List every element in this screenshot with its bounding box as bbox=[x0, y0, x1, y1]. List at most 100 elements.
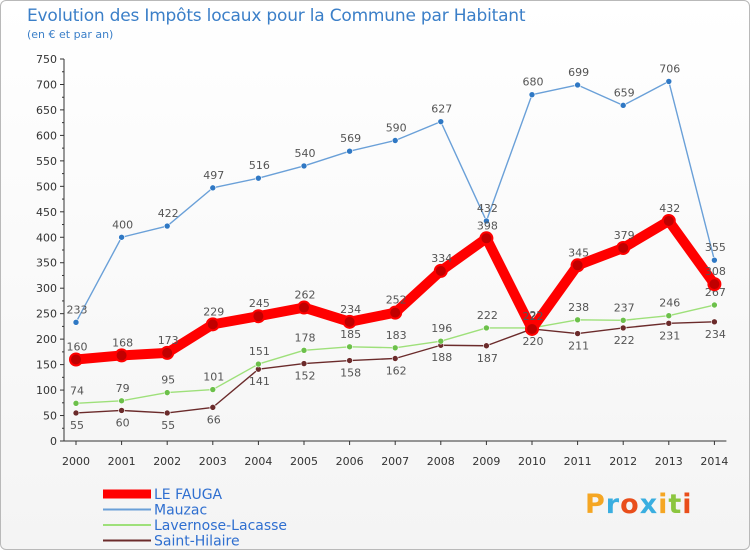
data-point bbox=[163, 222, 171, 230]
data-label: 233 bbox=[67, 303, 88, 316]
y-tick-label: 750 bbox=[36, 53, 57, 66]
data-point bbox=[300, 360, 308, 367]
data-label: 590 bbox=[386, 121, 407, 134]
data-point bbox=[160, 345, 175, 360]
logo-letter: r bbox=[605, 489, 621, 520]
x-tick-label: 2007 bbox=[381, 455, 409, 468]
data-point bbox=[163, 389, 171, 396]
data-label: 706 bbox=[659, 62, 680, 75]
data-point bbox=[388, 305, 403, 320]
logo-letter: i bbox=[682, 489, 693, 520]
data-point bbox=[570, 258, 585, 273]
data-label: 79 bbox=[116, 382, 130, 395]
data-label: 422 bbox=[158, 207, 179, 220]
data-label: 151 bbox=[249, 345, 270, 358]
data-label: 497 bbox=[203, 169, 224, 182]
data-label: 659 bbox=[614, 86, 635, 99]
logo-letter: x bbox=[639, 489, 659, 520]
data-label: 379 bbox=[614, 229, 635, 242]
chart-subtitle: (en € et par an) bbox=[27, 28, 114, 41]
data-point bbox=[342, 314, 357, 329]
x-tick-label: 2010 bbox=[518, 455, 546, 468]
series-line bbox=[75, 80, 716, 324]
series-le-fauga: 160 168 173 229 245 262 234 252 334 398 222 345 379 4… bbox=[67, 202, 726, 367]
data-point bbox=[619, 316, 627, 324]
data-point bbox=[616, 240, 631, 255]
data-label: 222 bbox=[614, 334, 635, 347]
data-label: 540 bbox=[295, 147, 316, 160]
data-label: 245 bbox=[249, 297, 270, 310]
data-point bbox=[574, 81, 581, 89]
data-label: 185 bbox=[340, 328, 361, 341]
data-label: 400 bbox=[112, 218, 133, 231]
data-point bbox=[437, 118, 445, 125]
data-point bbox=[297, 300, 311, 315]
y-tick-label: 600 bbox=[36, 129, 57, 142]
data-label: 432 bbox=[477, 202, 498, 215]
x-tick-label: 2013 bbox=[655, 455, 683, 468]
data-label: 196 bbox=[431, 322, 452, 335]
legend-label: Mauzac bbox=[154, 503, 207, 519]
data-label: 55 bbox=[161, 419, 175, 432]
legend-label: Lavernose-Lacasse bbox=[154, 518, 287, 534]
data-point bbox=[483, 324, 490, 332]
proxiti-logo: Proxiti bbox=[585, 489, 693, 520]
data-point bbox=[711, 256, 718, 264]
data-point bbox=[72, 400, 80, 407]
data-point bbox=[479, 231, 494, 246]
data-point bbox=[209, 404, 217, 411]
data-label: 211 bbox=[568, 340, 589, 353]
data-point bbox=[391, 355, 399, 362]
data-point bbox=[118, 407, 125, 414]
data-point bbox=[483, 342, 490, 350]
data-label: 680 bbox=[523, 76, 544, 89]
data-point bbox=[391, 344, 399, 352]
data-label: 246 bbox=[659, 297, 680, 310]
data-label: 187 bbox=[477, 352, 498, 365]
logo-letter: i bbox=[658, 489, 669, 520]
data-point bbox=[707, 277, 722, 292]
data-label: 168 bbox=[112, 336, 133, 349]
x-tick-label: 2009 bbox=[472, 455, 500, 468]
data-point bbox=[665, 78, 673, 85]
data-point bbox=[574, 330, 581, 337]
data-label: 262 bbox=[295, 289, 316, 302]
data-point bbox=[711, 301, 718, 309]
data-point bbox=[251, 309, 266, 324]
data-label: 158 bbox=[340, 367, 361, 380]
y-tick-label: 0 bbox=[50, 435, 57, 448]
x-tick-label: 2014 bbox=[700, 455, 728, 468]
data-point bbox=[574, 316, 581, 324]
data-label: 188 bbox=[431, 351, 452, 364]
data-label: 398 bbox=[477, 219, 498, 232]
data-point bbox=[346, 147, 353, 155]
data-point bbox=[619, 324, 627, 332]
x-tick-label: 2006 bbox=[336, 455, 364, 468]
data-label: 66 bbox=[207, 413, 221, 426]
data-label: 308 bbox=[705, 265, 726, 278]
data-label: 141 bbox=[249, 375, 270, 388]
data-point bbox=[619, 102, 627, 109]
data-point bbox=[72, 319, 80, 326]
data-point bbox=[661, 213, 676, 228]
data-point bbox=[209, 184, 217, 192]
x-tick-label: 2005 bbox=[290, 455, 318, 468]
data-point bbox=[205, 317, 220, 332]
data-label: 432 bbox=[659, 202, 680, 215]
data-label: 516 bbox=[249, 159, 270, 172]
data-point bbox=[255, 174, 262, 182]
data-point bbox=[525, 321, 539, 336]
y-tick-label: 700 bbox=[36, 78, 57, 91]
data-label: 222 bbox=[477, 309, 498, 322]
data-point bbox=[391, 137, 399, 144]
data-label: 162 bbox=[386, 364, 407, 377]
data-point bbox=[346, 343, 353, 351]
data-label: 229 bbox=[203, 305, 224, 318]
data-label: 238 bbox=[568, 301, 589, 314]
data-label: 95 bbox=[161, 374, 175, 387]
data-label: 699 bbox=[568, 66, 589, 79]
y-tick-label: 450 bbox=[36, 206, 57, 219]
x-tick-label: 2003 bbox=[199, 455, 227, 468]
